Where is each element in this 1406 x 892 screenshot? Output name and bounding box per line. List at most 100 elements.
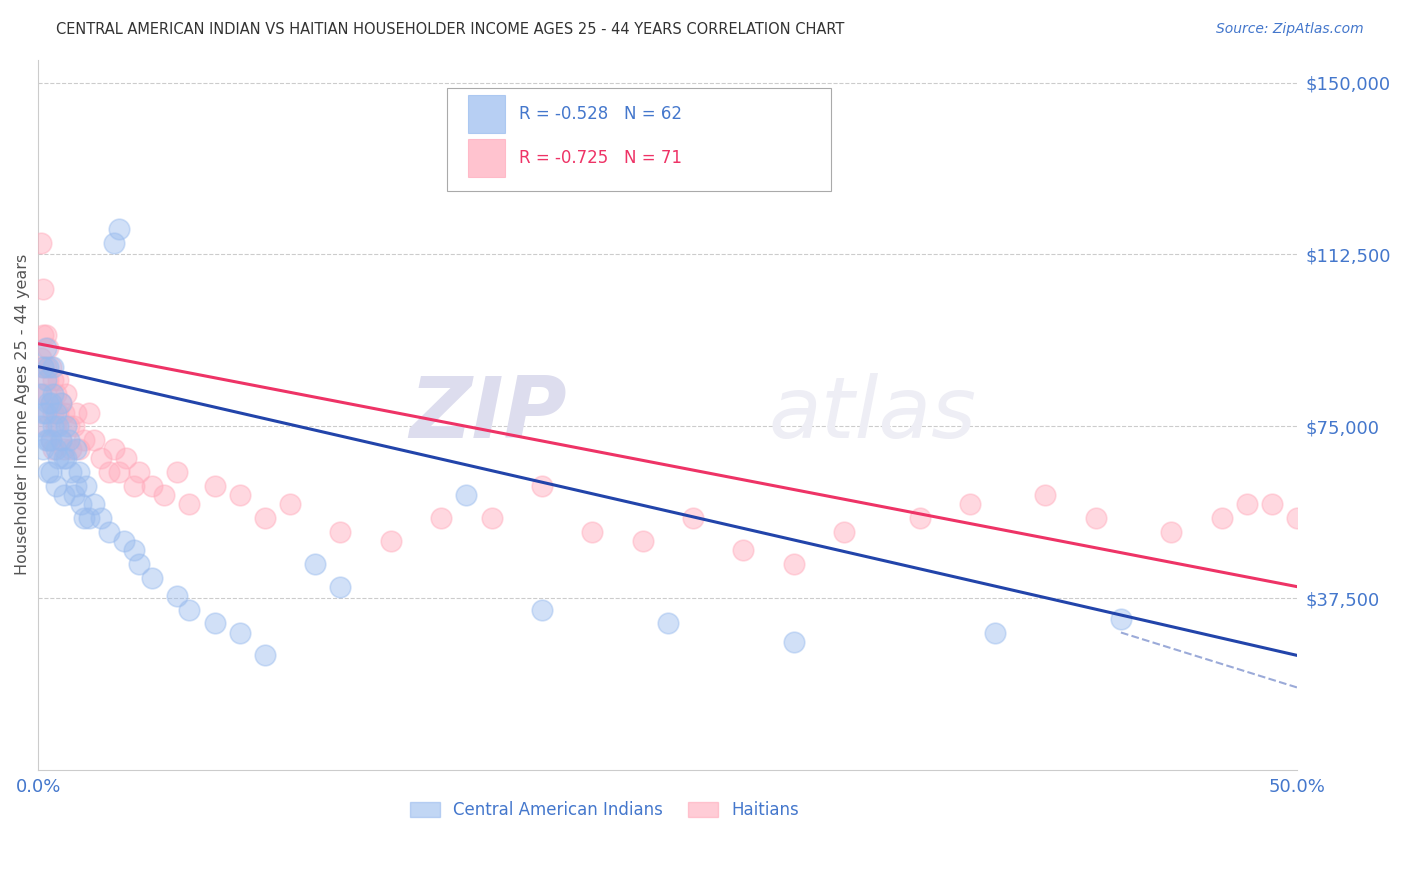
Point bbox=[67, 442, 90, 457]
Text: ZIP: ZIP bbox=[409, 373, 567, 457]
Point bbox=[35, 387, 58, 401]
FancyBboxPatch shape bbox=[468, 139, 505, 177]
Point bbox=[166, 589, 188, 603]
Point bbox=[55, 387, 77, 401]
Point bbox=[733, 543, 755, 558]
Point bbox=[49, 433, 72, 447]
Point bbox=[65, 479, 87, 493]
Point bbox=[35, 405, 58, 419]
Point bbox=[1211, 511, 1233, 525]
Point bbox=[45, 419, 67, 434]
Point bbox=[128, 465, 150, 479]
Point bbox=[32, 282, 55, 296]
Point bbox=[58, 419, 80, 434]
Y-axis label: Householder Income Ages 25 - 44 years: Householder Income Ages 25 - 44 years bbox=[15, 254, 30, 575]
Point bbox=[49, 396, 72, 410]
Point bbox=[65, 405, 87, 419]
Point bbox=[37, 359, 59, 374]
Point bbox=[253, 511, 276, 525]
Point bbox=[1160, 524, 1182, 539]
Point bbox=[908, 511, 931, 525]
Point bbox=[55, 419, 77, 434]
Point bbox=[832, 524, 855, 539]
Point bbox=[103, 442, 125, 457]
Point bbox=[45, 387, 67, 401]
Point bbox=[55, 451, 77, 466]
Point bbox=[30, 351, 52, 365]
Point bbox=[52, 488, 75, 502]
Point bbox=[631, 533, 654, 548]
Point bbox=[141, 570, 163, 584]
Point bbox=[35, 373, 58, 387]
Point bbox=[77, 405, 100, 419]
Point bbox=[65, 442, 87, 457]
Point bbox=[72, 511, 94, 525]
Point bbox=[329, 524, 352, 539]
Point bbox=[32, 359, 55, 374]
Point bbox=[30, 419, 52, 434]
Point bbox=[141, 479, 163, 493]
Text: CENTRAL AMERICAN INDIAN VS HAITIAN HOUSEHOLDER INCOME AGES 25 - 44 YEARS CORRELA: CENTRAL AMERICAN INDIAN VS HAITIAN HOUSE… bbox=[56, 22, 845, 37]
Point bbox=[530, 479, 553, 493]
Point bbox=[62, 488, 84, 502]
Point bbox=[304, 557, 326, 571]
Point bbox=[430, 511, 453, 525]
Point bbox=[122, 543, 145, 558]
Point bbox=[52, 405, 75, 419]
Point bbox=[959, 497, 981, 511]
Point bbox=[37, 465, 59, 479]
Point bbox=[32, 405, 55, 419]
Point bbox=[72, 433, 94, 447]
Point bbox=[39, 396, 62, 410]
Point bbox=[108, 465, 131, 479]
Point bbox=[530, 602, 553, 616]
Text: atlas: atlas bbox=[769, 373, 976, 457]
Point bbox=[984, 625, 1007, 640]
Point bbox=[179, 497, 201, 511]
Point bbox=[52, 451, 75, 466]
Point bbox=[278, 497, 301, 511]
Point bbox=[1286, 511, 1309, 525]
Point bbox=[103, 235, 125, 250]
Point bbox=[1261, 497, 1284, 511]
Point bbox=[48, 373, 70, 387]
Point bbox=[30, 387, 52, 401]
Point bbox=[481, 511, 503, 525]
Point bbox=[37, 433, 59, 447]
Point bbox=[108, 222, 131, 236]
Point bbox=[42, 442, 65, 457]
Point bbox=[48, 405, 70, 419]
Point bbox=[37, 405, 59, 419]
Point bbox=[42, 405, 65, 419]
Point bbox=[39, 359, 62, 374]
Point bbox=[42, 373, 65, 387]
Point bbox=[782, 557, 804, 571]
Point bbox=[229, 625, 252, 640]
Text: Source: ZipAtlas.com: Source: ZipAtlas.com bbox=[1216, 22, 1364, 37]
Point bbox=[657, 616, 679, 631]
Point bbox=[682, 511, 704, 525]
Point bbox=[112, 533, 135, 548]
Point bbox=[48, 419, 70, 434]
Point bbox=[35, 359, 58, 374]
Point bbox=[380, 533, 402, 548]
Point bbox=[35, 433, 58, 447]
Legend: Central American Indians, Haitians: Central American Indians, Haitians bbox=[404, 794, 806, 826]
Point bbox=[48, 451, 70, 466]
Text: R = -0.528   N = 62: R = -0.528 N = 62 bbox=[519, 104, 682, 122]
Point bbox=[70, 497, 93, 511]
Point bbox=[1236, 497, 1258, 511]
Point bbox=[581, 524, 603, 539]
Point bbox=[75, 479, 97, 493]
Point bbox=[37, 396, 59, 410]
Point bbox=[83, 497, 105, 511]
Point bbox=[115, 451, 138, 466]
Point bbox=[52, 442, 75, 457]
Point bbox=[35, 419, 58, 434]
Point bbox=[456, 488, 478, 502]
Point bbox=[253, 648, 276, 663]
Point bbox=[39, 465, 62, 479]
Point bbox=[122, 479, 145, 493]
Point bbox=[97, 524, 120, 539]
FancyBboxPatch shape bbox=[447, 88, 831, 191]
